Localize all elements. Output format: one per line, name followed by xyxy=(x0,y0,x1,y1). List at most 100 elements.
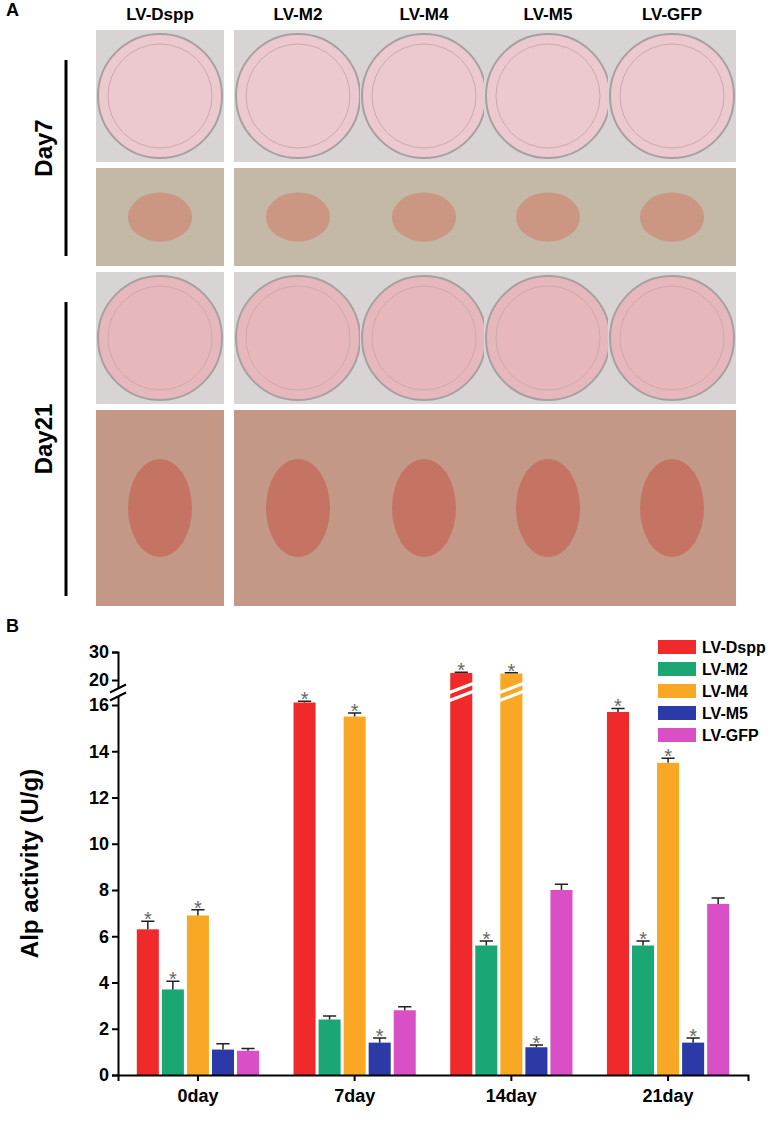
bar xyxy=(294,703,316,1076)
culture-dish xyxy=(236,34,360,158)
error-bar xyxy=(398,1007,411,1010)
y-tick-mark xyxy=(112,680,118,682)
y-tick: 10 xyxy=(89,834,118,854)
photo-background xyxy=(484,272,612,404)
stain-region xyxy=(392,193,456,242)
x-axis-line xyxy=(119,1076,749,1082)
bar xyxy=(212,1050,234,1075)
legend-item: LV-M2 xyxy=(658,661,748,678)
bar-break xyxy=(448,691,474,701)
photo-background xyxy=(608,30,736,162)
y-tick-label: 8 xyxy=(99,880,109,900)
x-tick-label: 14day xyxy=(486,1086,537,1106)
y-axis-line xyxy=(112,653,119,1076)
bar xyxy=(344,717,366,1075)
culture-dish xyxy=(486,276,610,400)
bar xyxy=(682,1043,704,1075)
bar xyxy=(187,915,209,1075)
micrograph xyxy=(484,410,612,606)
micrograph xyxy=(608,410,736,606)
stain-region xyxy=(392,459,456,557)
culture-dish xyxy=(98,276,222,400)
micrograph xyxy=(360,410,488,606)
y-tick-mark xyxy=(112,652,118,654)
culture-dish-inner xyxy=(246,286,350,390)
legend-label: LV-M2 xyxy=(702,661,748,678)
y-tick: 4 xyxy=(99,973,118,993)
panel-label: B xyxy=(6,616,19,636)
legend-swatch xyxy=(658,728,696,742)
micrograph xyxy=(484,168,612,266)
y-tick-label: 14 xyxy=(89,742,109,762)
bar xyxy=(632,946,654,1076)
bar xyxy=(237,1051,259,1075)
y-tick-mark xyxy=(112,936,118,938)
significance-mark: * xyxy=(533,1032,541,1054)
bar xyxy=(500,674,522,1075)
stain-region xyxy=(266,193,330,242)
bar xyxy=(707,904,729,1075)
x-axis: 0day7day14day21day xyxy=(119,1075,749,1106)
axis-break-gap xyxy=(110,689,126,697)
culture-dish xyxy=(486,34,610,158)
row-bracket xyxy=(65,60,68,256)
y-tick-label: 10 xyxy=(89,834,109,854)
column-label: LV-GFP xyxy=(642,5,702,24)
error-bar xyxy=(241,1048,254,1050)
photo-background xyxy=(608,272,736,404)
x-tick-mark xyxy=(510,1075,512,1081)
x-tick: 7day xyxy=(334,1075,375,1106)
y-tick: 0 xyxy=(99,1065,118,1085)
bar xyxy=(162,989,184,1075)
y-tick-label: 30 xyxy=(89,642,109,662)
y-tick-label: 20 xyxy=(89,670,109,690)
bar xyxy=(369,1043,391,1075)
y-tick-mark xyxy=(112,982,118,984)
photo-background xyxy=(96,30,224,162)
culture-dish-inner xyxy=(372,286,476,390)
significance-mark: * xyxy=(169,968,177,990)
photo-background xyxy=(234,272,362,404)
culture-dish-inner xyxy=(620,44,724,148)
legend-label: LV-GFP xyxy=(702,727,759,744)
legend-swatch xyxy=(658,662,696,676)
x-tick: 0day xyxy=(177,1075,218,1106)
significance-mark: * xyxy=(614,695,622,717)
legend-label: LV-M5 xyxy=(702,705,748,722)
y-tick-mark xyxy=(112,1075,118,1077)
bar xyxy=(450,673,472,1075)
photo-background xyxy=(96,272,224,404)
photo-background xyxy=(234,30,362,162)
stain-region xyxy=(266,459,330,557)
y-tick-mark xyxy=(112,890,118,892)
row-label: Day7 xyxy=(30,119,57,176)
culture-dish-inner xyxy=(496,44,600,148)
legend-item: LV-M4 xyxy=(658,683,748,700)
y-tick-label: 0 xyxy=(99,1065,109,1085)
y-tick-label: 6 xyxy=(99,927,109,947)
axis-break-mark xyxy=(110,685,126,693)
micrograph xyxy=(96,410,224,606)
micrograph xyxy=(234,410,362,606)
legend-swatch xyxy=(658,706,696,720)
culture-dish xyxy=(610,34,734,158)
panel-b: **************024681012141620300day7day1… xyxy=(16,639,766,1106)
bar-break xyxy=(498,691,524,701)
culture-dish-inner xyxy=(496,286,600,390)
column-label: LV-M2 xyxy=(274,5,323,24)
x-tick-mark xyxy=(354,1075,356,1081)
bar xyxy=(475,946,497,1076)
bar xyxy=(137,929,159,1075)
column-label: LV-M5 xyxy=(524,5,573,24)
y-tick-mark xyxy=(112,843,118,845)
significance-mark: * xyxy=(639,928,647,950)
culture-dish xyxy=(98,34,222,158)
culture-dish xyxy=(610,276,734,400)
y-tick-mark xyxy=(112,705,118,707)
legend-item: LV-Dspp xyxy=(658,639,766,656)
legend-swatch xyxy=(658,684,696,698)
micrograph xyxy=(608,168,736,266)
stain-region xyxy=(640,459,704,557)
micrograph xyxy=(234,168,362,266)
significance-mark: * xyxy=(144,908,152,930)
